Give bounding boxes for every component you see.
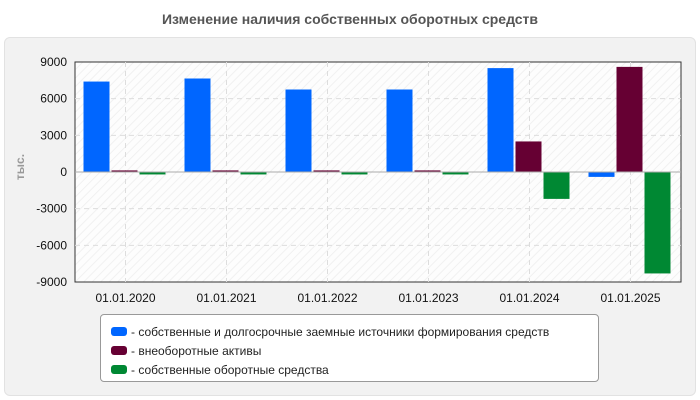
bar-series-3-6 xyxy=(644,172,671,274)
legend-item-1: - собственные и долгосрочные заемные ист… xyxy=(111,322,598,341)
x-tick-label: 01.01.2024 xyxy=(499,291,559,305)
y-tick-label: 0 xyxy=(60,165,67,179)
y-tick-label: 3000 xyxy=(40,128,67,142)
x-tick-label: 01.01.2023 xyxy=(398,291,458,305)
bar-series-1-5 xyxy=(487,68,514,172)
x-tick-label: 01.01.2025 xyxy=(600,291,660,305)
bar-series-1-3 xyxy=(285,89,312,172)
x-tick-label: 01.01.2022 xyxy=(297,291,357,305)
bar-series-2-2 xyxy=(212,170,239,172)
y-tick-label: -6000 xyxy=(36,238,67,252)
y-axis-label: тыс. xyxy=(13,154,27,180)
x-tick-label: 01.01.2021 xyxy=(196,291,256,305)
y-tick-label: -9000 xyxy=(36,275,67,289)
chart-title: Изменение наличия собственных оборотных … xyxy=(161,11,539,27)
bar-series-2-1 xyxy=(111,170,138,172)
bars xyxy=(83,66,671,274)
legend-swatch xyxy=(111,327,127,336)
bar-series-3-5 xyxy=(543,172,570,199)
axes: 9000 6000 3000 0 -3000 -6000 -9000 01.01.2020 01… xyxy=(36,55,681,305)
bar-series-3-2 xyxy=(240,172,267,175)
bar-series-1-1 xyxy=(83,81,110,172)
y-tick-label: 6000 xyxy=(40,92,67,106)
x-tick-label: 01.01.2020 xyxy=(95,291,155,305)
legend-item-2: - внеоборотные активы xyxy=(111,341,598,360)
bar-series-1-4 xyxy=(386,89,413,172)
legend-swatch xyxy=(111,365,127,374)
legend-label: - внеоборотные активы xyxy=(131,343,262,358)
bar-series-2-4 xyxy=(414,170,441,172)
legend-label: - собственные оборотные средства xyxy=(131,362,329,377)
bar-series-2-3 xyxy=(313,170,340,172)
legend: - собственные и долгосрочные заемные ист… xyxy=(100,314,599,382)
bar-series-3-3 xyxy=(341,172,368,175)
bar-series-3-4 xyxy=(442,172,469,175)
legend-item-3: - собственные оборотные средства xyxy=(111,360,598,379)
bar-series-1-2 xyxy=(184,78,211,172)
bar-series-3-1 xyxy=(139,172,166,175)
bar-series-2-6 xyxy=(616,66,643,172)
y-tick-label: -3000 xyxy=(36,202,67,216)
y-tick-label: 9000 xyxy=(40,55,67,69)
legend-label: - собственные и долгосрочные заемные ист… xyxy=(131,324,550,339)
bar-series-1-6 xyxy=(588,172,615,177)
legend-swatch xyxy=(111,346,127,355)
bar-series-2-5 xyxy=(515,141,542,172)
